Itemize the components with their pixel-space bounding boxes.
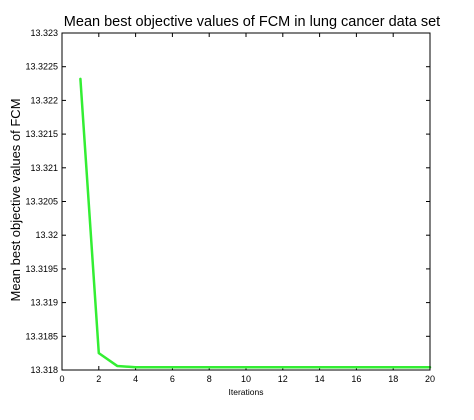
y-tick-label: 13.322	[30, 95, 58, 105]
y-tick-label: 13.319	[30, 298, 58, 308]
y-tick-label: 13.3225	[25, 62, 58, 72]
x-tick-label: 18	[388, 374, 398, 384]
x-tick-label: 20	[425, 374, 435, 384]
y-tick-label: 13.3205	[25, 197, 58, 207]
x-tick-label: 2	[96, 374, 101, 384]
y-tick-label: 13.318	[30, 365, 58, 375]
plot-area-frame	[61, 32, 431, 371]
x-tick-label: 4	[133, 374, 138, 384]
chart-title: Mean best objective values of FCM in lun…	[64, 14, 440, 30]
x-tick-label: 16	[351, 374, 361, 384]
axis-ticks: 0 2 4 6 8 10 12 14 16 18 20 13.318 13.3185 13.319 13.3…	[25, 28, 435, 384]
y-tick-label: 13.3215	[25, 129, 58, 139]
x-tick-label: 0	[59, 374, 64, 384]
y-axis-label: Mean best objective values of FCM	[8, 98, 23, 301]
series-layer	[79, 77, 432, 369]
x-tick-label: 12	[278, 374, 288, 384]
y-tick-label: 13.323	[30, 28, 58, 38]
y-tick-label: 13.32	[35, 230, 58, 240]
y-tick-label: 13.321	[30, 163, 58, 173]
x-tick-label: 14	[315, 374, 325, 384]
x-tick-label: 10	[241, 374, 251, 384]
y-tick-label: 13.3185	[25, 331, 58, 341]
series-line-0	[79, 77, 432, 369]
x-tick-label: 8	[207, 374, 212, 384]
x-axis-label: Iterations	[229, 387, 264, 397]
y-tick-label: 13.3195	[25, 264, 58, 274]
x-tick-label: 6	[170, 374, 175, 384]
